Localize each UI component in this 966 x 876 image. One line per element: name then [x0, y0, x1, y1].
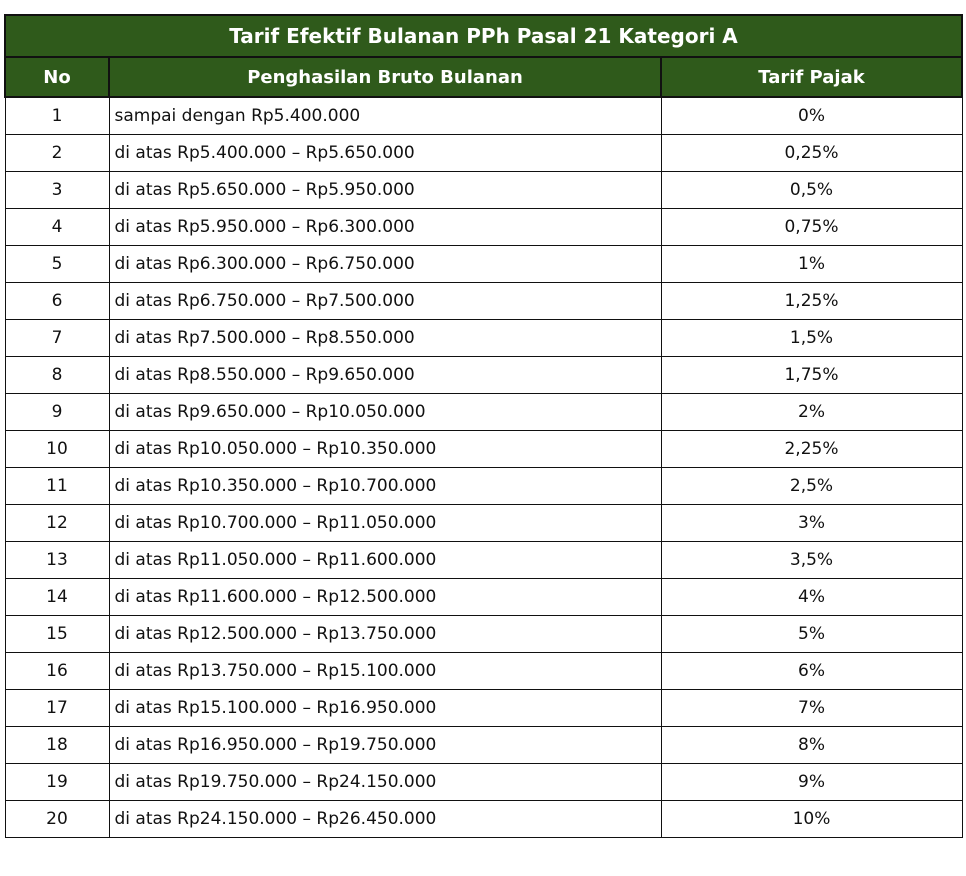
income-range-cell: di atas Rp6.300.000 – Rp6.750.000: [108, 245, 662, 283]
tax-rate-cell: 3%: [660, 504, 963, 542]
row-number-cell: 4: [4, 208, 110, 246]
row-number-cell: 10: [4, 430, 110, 468]
row-number-cell: 1: [4, 96, 110, 135]
tax-rate-cell: 2,25%: [660, 430, 963, 468]
column-header-tax-rate: Tarif Pajak: [660, 56, 963, 98]
income-range-cell: di atas Rp12.500.000 – Rp13.750.000: [108, 615, 662, 653]
income-range-cell: di atas Rp9.650.000 – Rp10.050.000: [108, 393, 662, 431]
income-range-cell: di atas Rp11.600.000 – Rp12.500.000: [108, 578, 662, 616]
tax-rate-cell: 5%: [660, 615, 963, 653]
tax-rate-cell: 0%: [660, 96, 963, 135]
table-row: 18 di atas Rp16.950.000 – Rp19.750.000 8%: [4, 726, 963, 764]
tax-rate-cell: 0,75%: [660, 208, 963, 246]
tax-rate-cell: 7%: [660, 689, 963, 727]
row-number-cell: 20: [4, 800, 110, 838]
table-row: 19 di atas Rp19.750.000 – Rp24.150.000 9%: [4, 763, 963, 801]
row-number-cell: 17: [4, 689, 110, 727]
row-number-cell: 15: [4, 615, 110, 653]
tax-rate-cell: 9%: [660, 763, 963, 801]
tax-rate-cell: 1,5%: [660, 319, 963, 357]
tax-rate-cell: 8%: [660, 726, 963, 764]
table-row: 8 di atas Rp8.550.000 – Rp9.650.000 1,75%: [4, 356, 963, 394]
income-range-cell: sampai dengan Rp5.400.000: [108, 96, 662, 135]
table-row: 7 di atas Rp7.500.000 – Rp8.550.000 1,5%: [4, 319, 963, 357]
income-range-cell: di atas Rp8.550.000 – Rp9.650.000: [108, 356, 662, 394]
table-body: 1 sampai dengan Rp5.400.000 0% 2 di atas Rp5…: [4, 96, 963, 838]
income-range-cell: di atas Rp11.050.000 – Rp11.600.000: [108, 541, 662, 579]
table-title: Tarif Efektif Bulanan PPh Pasal 21 Kateg…: [4, 14, 963, 58]
income-range-cell: di atas Rp15.100.000 – Rp16.950.000: [108, 689, 662, 727]
table-row: 2 di atas Rp5.400.000 – Rp5.650.000 0,25%: [4, 134, 963, 172]
income-range-cell: di atas Rp5.400.000 – Rp5.650.000: [108, 134, 662, 172]
row-number-cell: 5: [4, 245, 110, 283]
row-number-cell: 16: [4, 652, 110, 690]
table-row: 13 di atas Rp11.050.000 – Rp11.600.000 3,5…: [4, 541, 963, 579]
table-row: 4 di atas Rp5.950.000 – Rp6.300.000 0,75%: [4, 208, 963, 246]
income-range-cell: di atas Rp6.750.000 – Rp7.500.000: [108, 282, 662, 320]
tax-rate-cell: 0,5%: [660, 171, 963, 209]
tax-rate-cell: 1%: [660, 245, 963, 283]
table-row: 1 sampai dengan Rp5.400.000 0%: [4, 96, 963, 135]
income-range-cell: di atas Rp10.050.000 – Rp10.350.000: [108, 430, 662, 468]
table-row: 12 di atas Rp10.700.000 – Rp11.050.000 3%: [4, 504, 963, 542]
tax-rate-cell: 1,25%: [660, 282, 963, 320]
row-number-cell: 6: [4, 282, 110, 320]
tax-rate-table-container: Tarif Efektif Bulanan PPh Pasal 21 Kateg…: [4, 14, 963, 838]
row-number-cell: 8: [4, 356, 110, 394]
table-row: 15 di atas Rp12.500.000 – Rp13.750.000 5%: [4, 615, 963, 653]
tax-rate-cell: 2,5%: [660, 467, 963, 505]
row-number-cell: 14: [4, 578, 110, 616]
income-range-cell: di atas Rp19.750.000 – Rp24.150.000: [108, 763, 662, 801]
tax-rate-cell: 2%: [660, 393, 963, 431]
table-header-row: No Penghasilan Bruto Bulanan Tarif Pajak: [4, 56, 963, 98]
row-number-cell: 11: [4, 467, 110, 505]
row-number-cell: 13: [4, 541, 110, 579]
tax-rate-cell: 10%: [660, 800, 963, 838]
table-row: 17 di atas Rp15.100.000 – Rp16.950.000 7%: [4, 689, 963, 727]
income-range-cell: di atas Rp10.700.000 – Rp11.050.000: [108, 504, 662, 542]
row-number-cell: 9: [4, 393, 110, 431]
table-title-row: Tarif Efektif Bulanan PPh Pasal 21 Kateg…: [4, 14, 963, 58]
column-header-gross-income: Penghasilan Bruto Bulanan: [108, 56, 662, 98]
row-number-cell: 18: [4, 726, 110, 764]
tax-rate-cell: 4%: [660, 578, 963, 616]
table-row: 14 di atas Rp11.600.000 – Rp12.500.000 4%: [4, 578, 963, 616]
table-row: 20 di atas Rp24.150.000 – Rp26.450.000 10%: [4, 800, 963, 838]
table-row: 11 di atas Rp10.350.000 – Rp10.700.000 2,5…: [4, 467, 963, 505]
tax-rate-cell: 0,25%: [660, 134, 963, 172]
income-range-cell: di atas Rp24.150.000 – Rp26.450.000: [108, 800, 662, 838]
tax-rate-table: Tarif Efektif Bulanan PPh Pasal 21 Kateg…: [4, 14, 963, 838]
tax-rate-cell: 3,5%: [660, 541, 963, 579]
income-range-cell: di atas Rp5.950.000 – Rp6.300.000: [108, 208, 662, 246]
income-range-cell: di atas Rp5.650.000 – Rp5.950.000: [108, 171, 662, 209]
income-range-cell: di atas Rp13.750.000 – Rp15.100.000: [108, 652, 662, 690]
row-number-cell: 2: [4, 134, 110, 172]
row-number-cell: 12: [4, 504, 110, 542]
tax-rate-cell: 6%: [660, 652, 963, 690]
income-range-cell: di atas Rp16.950.000 – Rp19.750.000: [108, 726, 662, 764]
income-range-cell: di atas Rp10.350.000 – Rp10.700.000: [108, 467, 662, 505]
table-row: 9 di atas Rp9.650.000 – Rp10.050.000 2%: [4, 393, 963, 431]
row-number-cell: 3: [4, 171, 110, 209]
row-number-cell: 19: [4, 763, 110, 801]
income-range-cell: di atas Rp7.500.000 – Rp8.550.000: [108, 319, 662, 357]
table-row: 16 di atas Rp13.750.000 – Rp15.100.000 6%: [4, 652, 963, 690]
row-number-cell: 7: [4, 319, 110, 357]
column-header-no: No: [4, 56, 110, 98]
table-row: 3 di atas Rp5.650.000 – Rp5.950.000 0,5%: [4, 171, 963, 209]
table-row: 6 di atas Rp6.750.000 – Rp7.500.000 1,25%: [4, 282, 963, 320]
table-row: 10 di atas Rp10.050.000 – Rp10.350.000 2,2…: [4, 430, 963, 468]
tax-rate-cell: 1,75%: [660, 356, 963, 394]
table-row: 5 di atas Rp6.300.000 – Rp6.750.000 1%: [4, 245, 963, 283]
